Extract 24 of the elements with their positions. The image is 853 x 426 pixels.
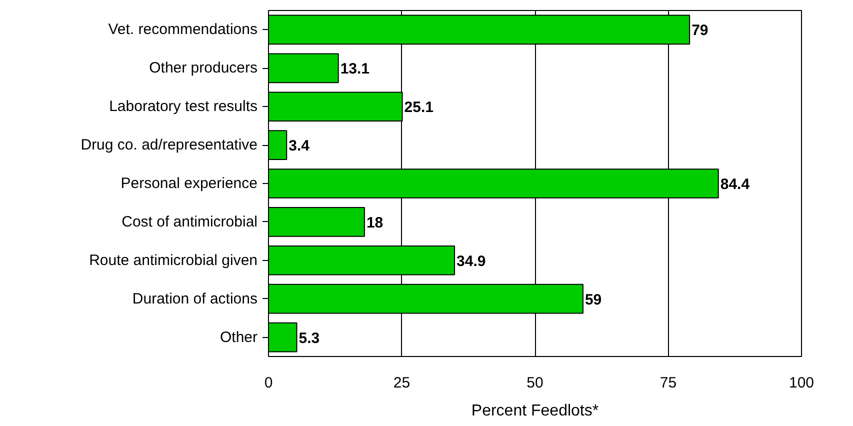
x-axis-title: Percent Feedlots*: [471, 402, 599, 420]
y-tick-label: Drug co. ad/representative: [80, 136, 258, 154]
data-label: 25.1: [404, 99, 434, 116]
y-tick-label: Other: [220, 328, 258, 346]
x-tick-label: 50: [526, 374, 544, 392]
y-tick-label: Laboratory test results: [109, 98, 258, 116]
y-tick-label: Cost of antimicrobial: [122, 213, 258, 230]
y-tick-label: Route antimicrobial given: [89, 252, 258, 269]
x-tick-label: 100: [788, 374, 814, 392]
data-label: 34.9: [456, 252, 486, 270]
y-tick-label: Personal experience: [120, 175, 258, 192]
data-label: 13.1: [340, 60, 370, 78]
data-label: 5.3: [298, 330, 320, 347]
x-tick-label: 25: [393, 374, 410, 392]
data-label: 18: [366, 214, 384, 232]
x-tick-label: 0: [264, 374, 273, 392]
y-tick-label: Other producers: [149, 60, 258, 77]
y-tick-label: Vet. recommendations: [108, 21, 258, 38]
data-label: 79: [692, 22, 708, 40]
data-label: 59: [584, 291, 602, 308]
data-label: 84.4: [720, 176, 750, 193]
y-tick-label: Duration of actions: [132, 290, 258, 308]
x-tick-label: 75: [660, 374, 677, 392]
data-label: 3.4: [288, 138, 310, 155]
